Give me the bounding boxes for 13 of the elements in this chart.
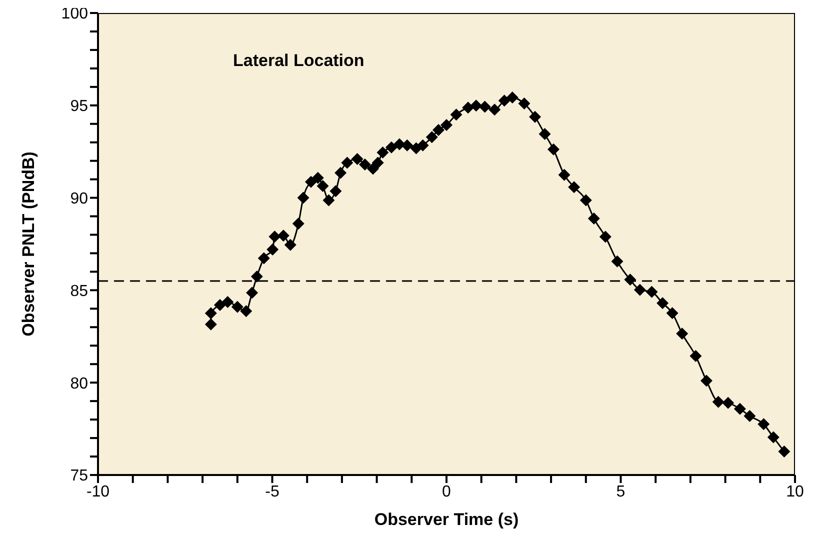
text: Lateral Location bbox=[233, 51, 364, 71]
y-tick-label: 75 bbox=[70, 468, 88, 485]
y-tick-label: 90 bbox=[70, 190, 88, 208]
x-tick-label: 10 bbox=[786, 483, 804, 500]
y-tick-label: 80 bbox=[70, 375, 88, 392]
y-tick-label: 95 bbox=[70, 98, 88, 116]
x-tick-label: 5 bbox=[616, 483, 626, 500]
x-tick-label: -10 bbox=[86, 483, 110, 500]
y-axis-title: Observer PNLT (PNdB) bbox=[19, 152, 38, 336]
x-axis-title: Observer Time (s) bbox=[374, 510, 519, 529]
x-tick-label: -5 bbox=[265, 483, 280, 500]
x-tick-label: 0 bbox=[442, 483, 452, 500]
y-tick-label: 85 bbox=[70, 282, 88, 300]
